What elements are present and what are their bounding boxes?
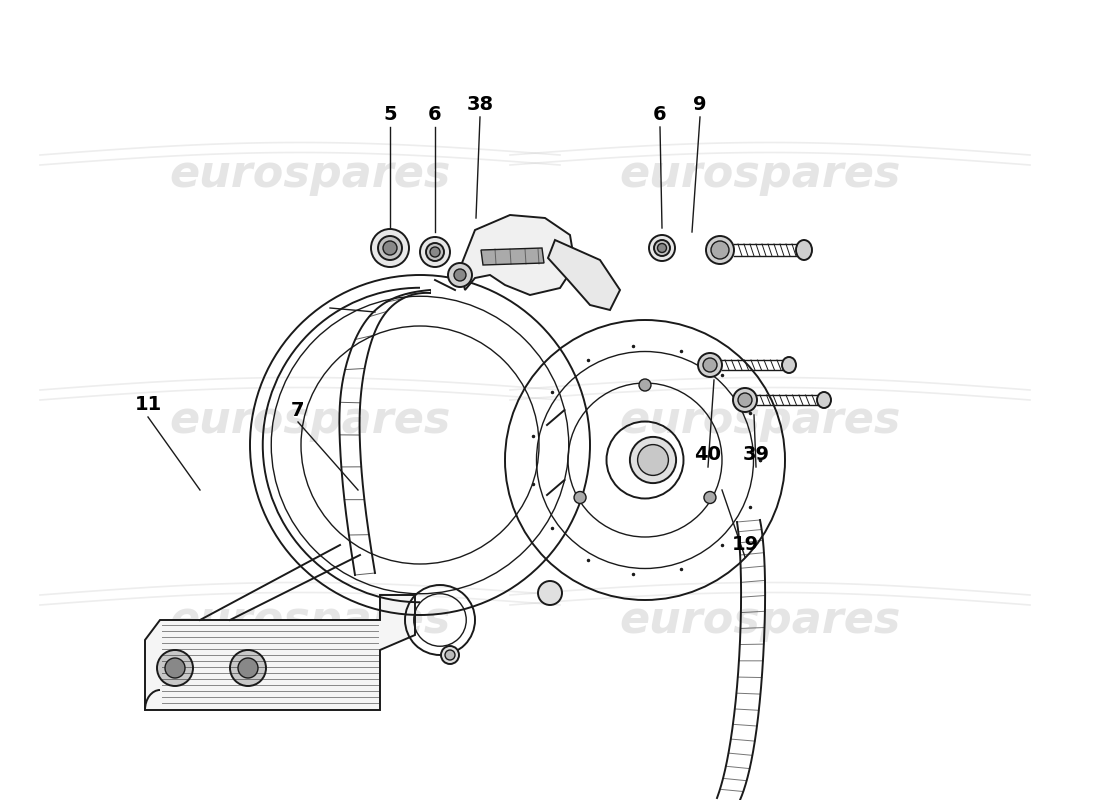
Ellipse shape <box>698 353 722 377</box>
Text: eurospares: eurospares <box>619 398 901 442</box>
Ellipse shape <box>658 243 667 253</box>
Circle shape <box>238 658 258 678</box>
Text: 7: 7 <box>292 401 305 419</box>
Ellipse shape <box>782 357 796 373</box>
Circle shape <box>165 658 185 678</box>
Text: 9: 9 <box>693 95 706 114</box>
Ellipse shape <box>706 236 734 264</box>
Ellipse shape <box>378 236 402 260</box>
Ellipse shape <box>703 358 717 372</box>
Ellipse shape <box>383 241 397 255</box>
Circle shape <box>230 650 266 686</box>
Circle shape <box>704 491 716 503</box>
Ellipse shape <box>420 237 450 267</box>
Ellipse shape <box>630 437 676 483</box>
Text: 11: 11 <box>134 395 162 414</box>
Polygon shape <box>548 240 620 310</box>
Ellipse shape <box>441 646 459 664</box>
Ellipse shape <box>649 235 675 261</box>
Circle shape <box>538 581 562 605</box>
Ellipse shape <box>430 247 440 257</box>
Circle shape <box>454 269 466 281</box>
Circle shape <box>574 491 586 503</box>
Ellipse shape <box>817 392 830 408</box>
Ellipse shape <box>426 243 444 261</box>
Text: 38: 38 <box>466 95 494 114</box>
Text: 19: 19 <box>732 535 759 554</box>
Text: 6: 6 <box>428 106 442 125</box>
Circle shape <box>639 379 651 391</box>
Text: eurospares: eurospares <box>169 154 451 197</box>
Circle shape <box>448 263 472 287</box>
Text: 6: 6 <box>653 106 667 125</box>
Ellipse shape <box>711 241 729 259</box>
Ellipse shape <box>654 240 670 256</box>
Ellipse shape <box>796 240 812 260</box>
Text: 40: 40 <box>694 446 722 465</box>
Text: eurospares: eurospares <box>619 154 901 197</box>
Text: eurospares: eurospares <box>619 598 901 642</box>
Ellipse shape <box>446 650 455 660</box>
Polygon shape <box>481 248 544 265</box>
Text: 39: 39 <box>742 446 770 465</box>
Ellipse shape <box>371 229 409 267</box>
Ellipse shape <box>638 445 669 475</box>
Polygon shape <box>145 595 415 710</box>
Polygon shape <box>460 215 575 295</box>
Ellipse shape <box>733 388 757 412</box>
Text: eurospares: eurospares <box>169 398 451 442</box>
Text: eurospares: eurospares <box>169 598 451 642</box>
Ellipse shape <box>738 393 752 407</box>
Circle shape <box>157 650 192 686</box>
Text: 5: 5 <box>383 106 397 125</box>
